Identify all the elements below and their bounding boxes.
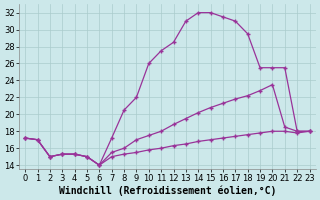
X-axis label: Windchill (Refroidissement éolien,°C): Windchill (Refroidissement éolien,°C)	[59, 185, 276, 196]
